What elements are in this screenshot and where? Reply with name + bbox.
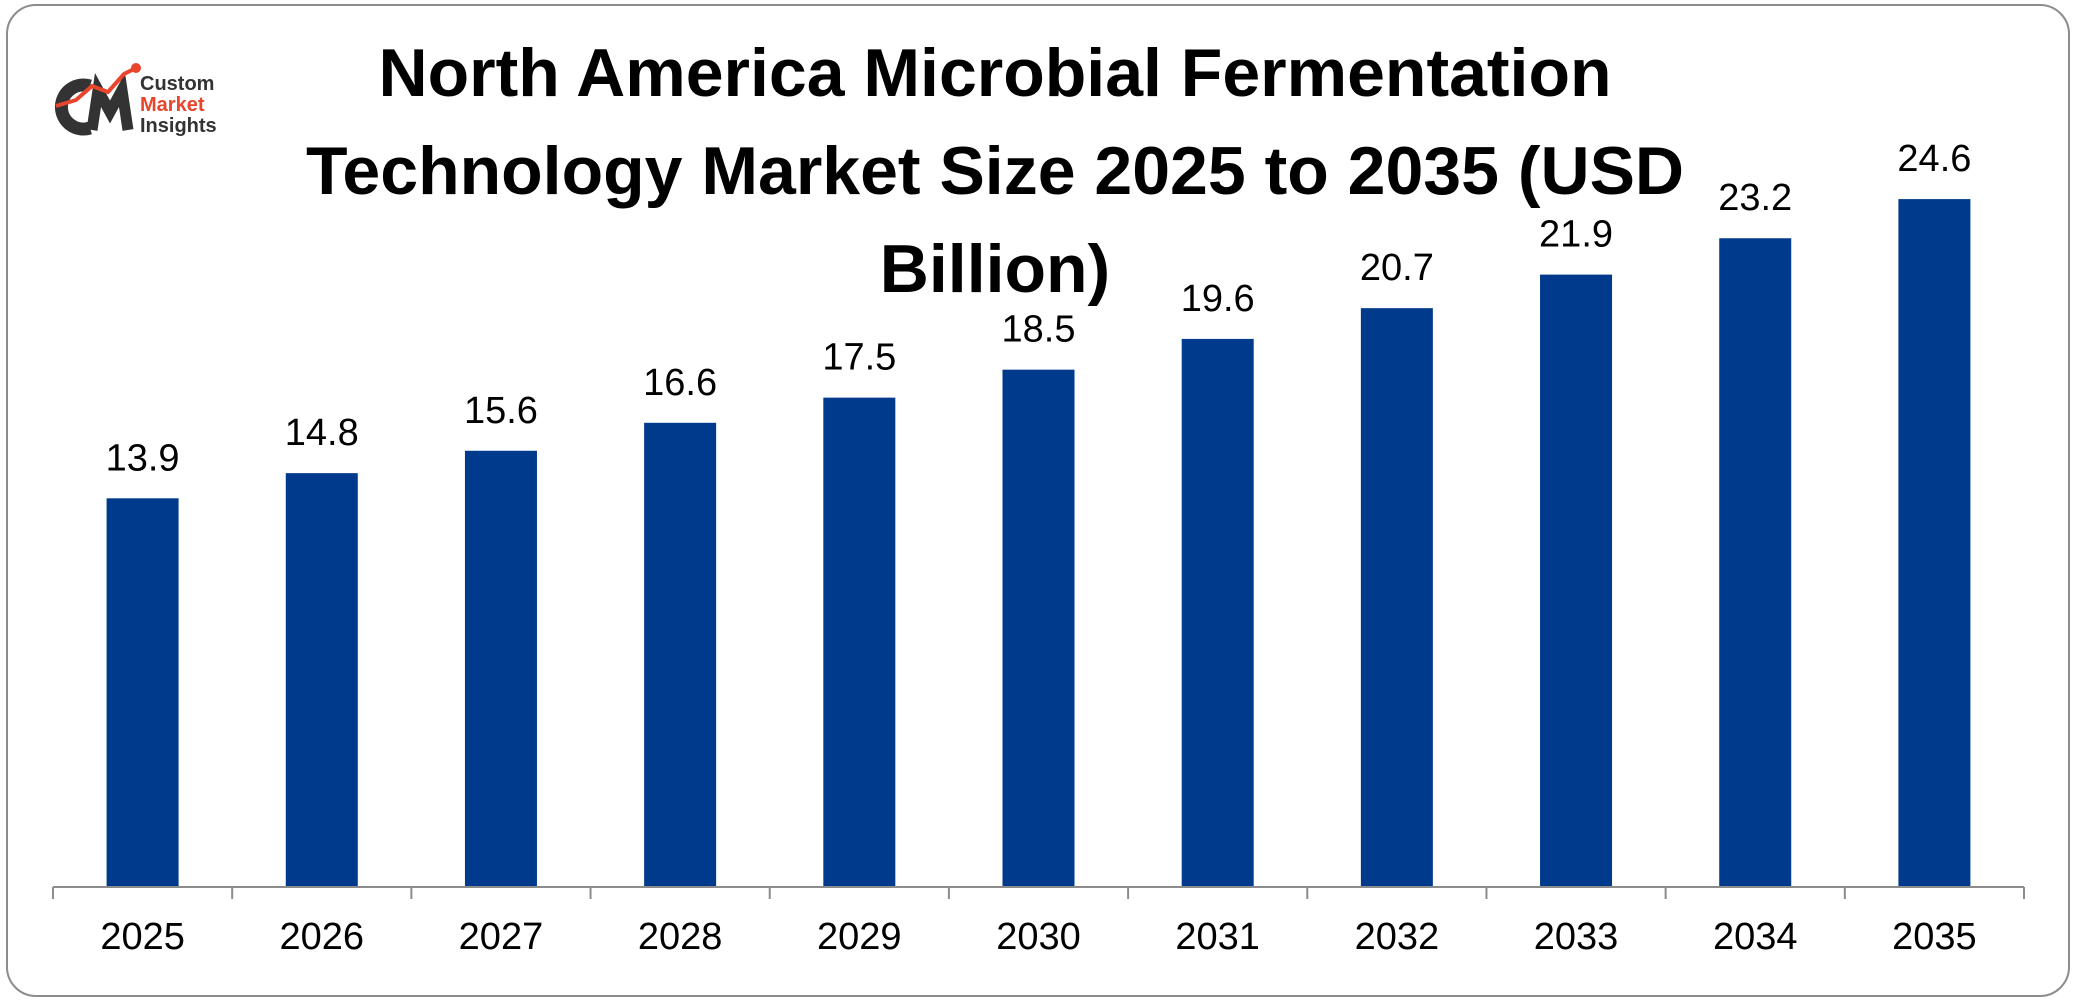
value-labels-group: 13.9 14.8 15.6 16.6 17.5 18.5 19.6 20.7 21.9 23.2… [106, 138, 1972, 479]
bars-group [106, 199, 1971, 888]
bar-2031 [1181, 338, 1254, 887]
data-label-2025: 13.9 [106, 437, 180, 479]
x-tick-label-2032: 2032 [1355, 916, 1440, 958]
bar-2027 [464, 450, 537, 887]
x-tick-label-2027: 2027 [459, 916, 544, 958]
data-label-2030: 18.5 [1002, 309, 1076, 351]
bar-2033 [1540, 274, 1613, 887]
bar-2028 [644, 422, 717, 887]
x-tick-label-2025: 2025 [100, 916, 185, 958]
x-axis [52, 886, 2025, 899]
data-label-2028: 16.6 [643, 362, 717, 404]
x-tick-label-2035: 2035 [1892, 916, 1977, 958]
x-tick-labels: 2025 2026 2027 2028 2029 2030 2031 2032 2033 2034… [100, 916, 1976, 958]
x-tick-label-2026: 2026 [279, 916, 364, 958]
data-label-2035: 24.6 [1897, 138, 1971, 180]
data-label-2031: 19.6 [1181, 278, 1255, 320]
brand-line-1: Custom [140, 73, 215, 95]
data-label-2033: 21.9 [1539, 214, 1613, 256]
bar-2030 [1002, 369, 1075, 887]
x-tick-label-2031: 2031 [1175, 916, 1260, 958]
brand-logo: Custom Market Insights [52, 60, 242, 150]
data-label-2034: 23.2 [1718, 177, 1792, 219]
brand-line-3: Insights [140, 115, 217, 137]
bar-2034 [1719, 238, 1792, 887]
x-tick-label-2028: 2028 [638, 916, 723, 958]
bar-2032 [1360, 308, 1433, 888]
cmi-logo-icon [54, 63, 141, 136]
brand-name: Custom Market Insights [140, 74, 217, 137]
bar-2026 [285, 473, 358, 887]
x-tick-label-2030: 2030 [996, 916, 1081, 958]
x-tick-label-2029: 2029 [817, 916, 902, 958]
data-label-2027: 15.6 [464, 390, 538, 432]
data-label-2032: 20.7 [1360, 247, 1434, 289]
data-label-2029: 17.5 [822, 337, 896, 379]
bar-2035 [1898, 199, 1971, 887]
x-tick-label-2034: 2034 [1713, 916, 1798, 958]
data-label-2026: 14.8 [285, 412, 359, 454]
x-tick-label-2033: 2033 [1534, 916, 1619, 958]
brand-line-2: Market [140, 94, 205, 116]
bar-2029 [823, 397, 896, 887]
bar-2025 [106, 498, 179, 887]
chart-title: North America Microbial Fermentation Tec… [305, 35, 1685, 307]
